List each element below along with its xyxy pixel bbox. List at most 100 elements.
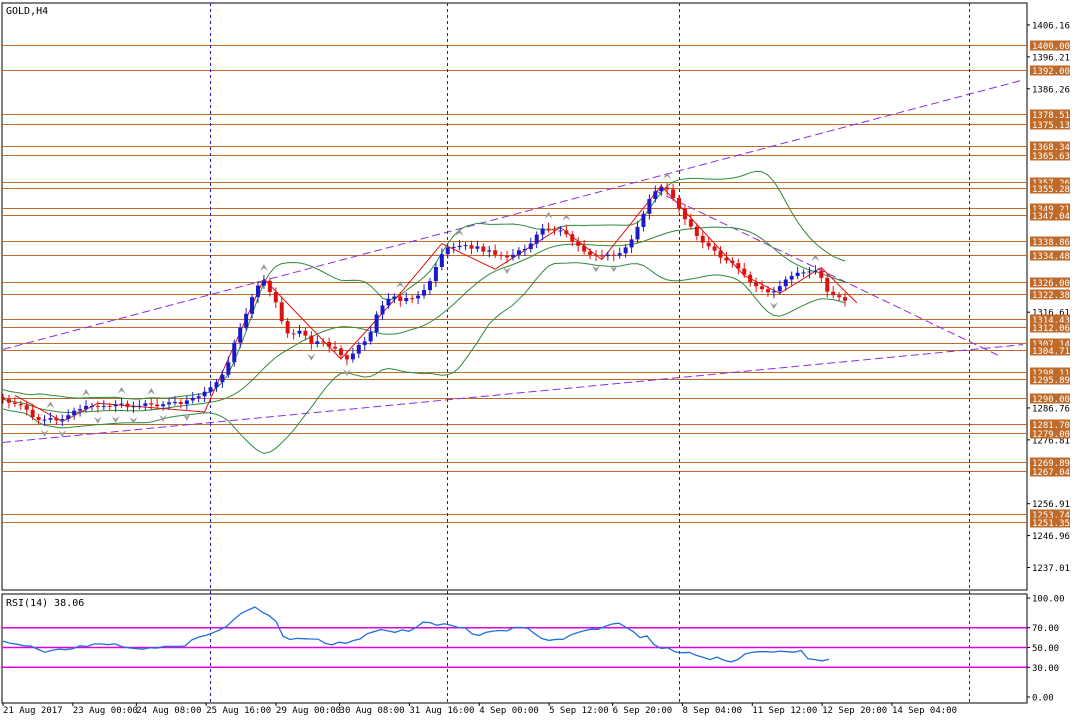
level-tag-label: 1347.04 [1032,212,1070,222]
candle-body [54,418,59,421]
candle-body [742,268,747,275]
candle-body [155,404,160,407]
fractal-down-marker [93,416,102,424]
rsi-panel: 100.00 70.00 50.00 30.00 0.00 [1,593,1065,704]
bollinger-middle-band [2,226,846,414]
level-tag-bg [1030,314,1070,325]
trend-line [655,190,1000,357]
candle-body [516,250,521,255]
level-tag-bg [1030,509,1070,520]
candle-body [356,344,361,354]
candle-body [789,275,794,280]
fractal-down-marker [342,369,351,377]
candle-body [36,417,41,420]
candle-body [303,330,308,336]
time-tick-label: 5 Sep 12:00 [549,706,609,716]
candle-body [712,246,717,251]
fractal-up-marker [117,386,126,394]
level-tag-bg [1030,277,1070,288]
fractal-up-marker [147,387,156,395]
level-tag-bg [1030,289,1070,300]
candle-body [439,254,444,267]
level-tag-bg [1030,65,1070,76]
candle-body [220,374,225,383]
level-tag-label: 1349.21 [1032,205,1070,215]
candle-body [12,402,17,404]
candle-body [125,403,130,408]
price-tick-label: 1386.26 [1032,85,1070,95]
candle-body [493,250,498,255]
fractal-up-marker [663,171,672,179]
candle-body [398,296,403,301]
level-tag-bg [1030,109,1070,120]
candle-body [433,266,438,282]
candle-body [48,418,53,420]
level-tag-bg [1030,466,1070,477]
candle-body [564,230,569,235]
candle-body [101,405,106,407]
fractal-up-marker [455,229,464,237]
candle-body [647,198,652,214]
level-tag-bg [1030,393,1070,404]
fractal-down-marker [769,302,778,310]
candle-body [285,321,290,334]
level-tag-label: 1279.00 [1032,430,1070,440]
candle-body [558,230,563,232]
rsi-plot-border [1,593,1028,704]
candle-body [72,410,77,416]
price-tick-label: 1406.16 [1032,21,1070,31]
candle-body [748,274,753,283]
fractal-markers [40,171,820,438]
time-tick-label: 8 Sep 04:00 [682,706,742,716]
time-tick-label: 21 Aug 2017 [3,706,63,716]
level-tag-bg [1030,119,1070,130]
candle-body [368,332,373,342]
candle-body [178,402,183,404]
price-tick-label: 1237.01 [1032,564,1070,574]
candle-body [309,335,314,344]
candle-body [315,341,320,344]
candle-body [576,241,581,246]
candle-body [724,257,729,261]
candle-body [760,286,765,290]
candle-body [226,362,231,375]
main-plot-border [1,2,1028,591]
candle-body [783,279,788,287]
candle-body [605,254,610,257]
candle-body [196,396,201,398]
candle-body [694,226,699,236]
candle-body [807,271,812,273]
candle-body [736,263,741,269]
candle-body [641,213,646,227]
candle-body [588,251,593,255]
fractal-down-marker [307,353,316,361]
level-tag-label: 1355.28 [1032,185,1070,195]
zigzag-line [14,185,858,423]
candle-body [510,254,515,258]
fractal-down-marker [592,265,600,273]
candle-body [1,397,5,400]
candle-body [208,387,213,392]
candle-body [718,250,723,258]
fractal-down-marker [58,430,67,438]
candle-body [261,280,266,286]
level-tag-label: 1251.35 [1032,519,1070,529]
fractal-up-marker [544,211,553,219]
fractal-down-marker [503,267,512,275]
candle-body [327,342,332,347]
price-tick-label: 1316.61 [1032,309,1070,319]
level-tag-label: 1298.11 [1032,369,1070,379]
price-tick-label: 1286.76 [1032,404,1070,414]
level-tag-bg [1030,236,1070,247]
candle-body [730,260,735,264]
candle-body [599,255,604,257]
candle-body [250,297,255,314]
main-chart-frame [1,2,1028,591]
candle-body [528,243,533,250]
level-tag-label: 1253.74 [1032,511,1070,521]
candle-body [374,314,379,333]
level-tag-label: 1314.43 [1032,316,1070,326]
candle-body [837,295,842,298]
